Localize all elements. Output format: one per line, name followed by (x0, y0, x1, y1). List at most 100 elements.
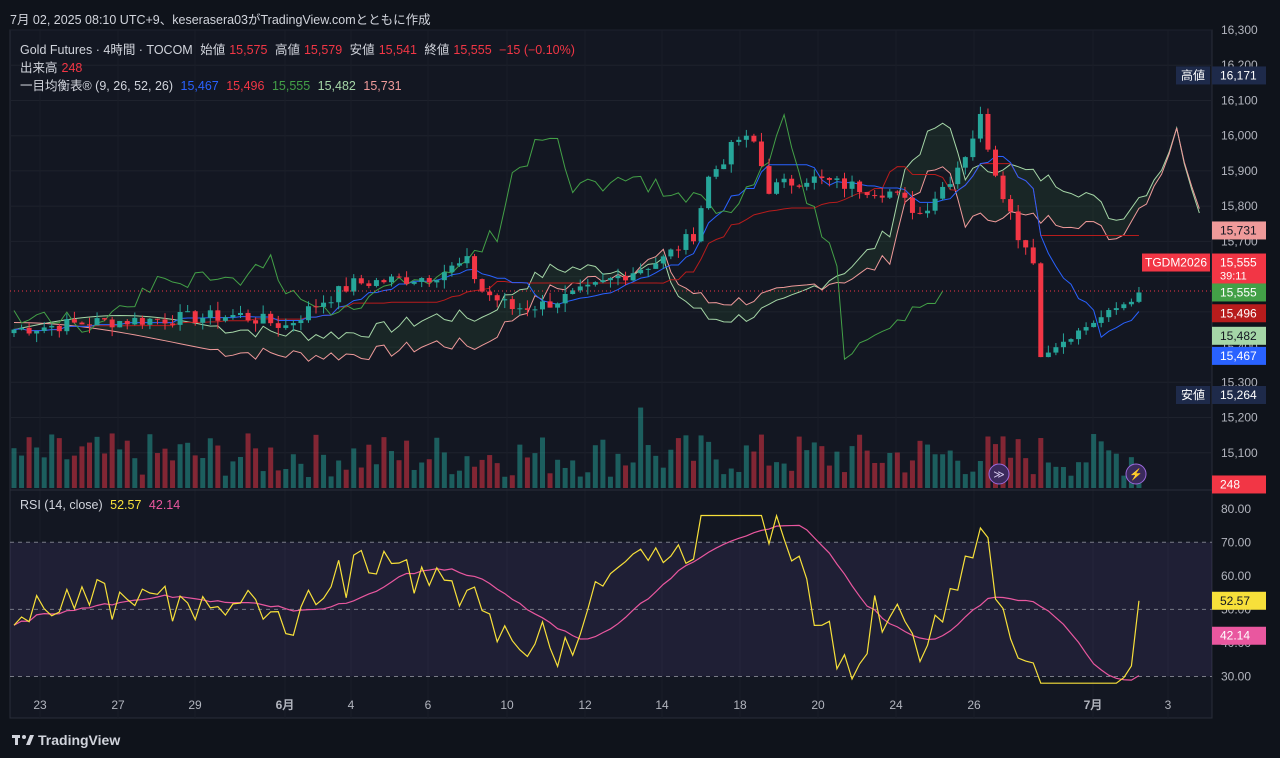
candle (517, 303, 523, 316)
volume-bar (1008, 457, 1014, 488)
candle (313, 299, 319, 314)
candle-body (517, 308, 523, 310)
candle (849, 175, 855, 198)
candle-body (879, 195, 885, 198)
volume-tag: 248 (1220, 477, 1240, 491)
price-tick-label: 16,300 (1221, 23, 1258, 37)
price-tick-label: 15,900 (1221, 164, 1258, 178)
candle-body (909, 197, 915, 213)
volume-bar (117, 449, 123, 488)
candle (774, 178, 780, 195)
volume-bar (49, 434, 55, 488)
candle-body (494, 295, 500, 301)
candle (132, 312, 138, 326)
volume-bar (192, 455, 198, 488)
rsi-line (13, 513, 1140, 684)
volume-bar (154, 453, 160, 488)
candle (94, 312, 100, 326)
candle (947, 176, 953, 190)
high-price-tag-name: 高値 (1181, 67, 1205, 82)
forward-icon[interactable] (988, 463, 1010, 485)
volume-bar (713, 459, 719, 488)
candle-body (132, 317, 138, 325)
candle (638, 263, 644, 275)
candle-body (623, 275, 629, 281)
candle-body (766, 166, 772, 194)
candle (298, 315, 304, 331)
volume-bar (479, 459, 485, 488)
candle (358, 274, 364, 285)
legend-high: 15,579 (303, 43, 343, 57)
candlesticks (11, 106, 1142, 358)
candle-body (811, 176, 817, 183)
rsi-tick-label: 70.00 (1221, 535, 1251, 549)
candle-body (351, 278, 357, 292)
candle-body (298, 320, 304, 324)
volume-bar (87, 442, 92, 488)
candle (441, 264, 447, 289)
candle-body (268, 313, 274, 324)
candle (909, 190, 915, 220)
candle-body (260, 313, 266, 324)
candle-body (404, 277, 410, 284)
candle-body (758, 141, 764, 167)
candle-body (683, 234, 689, 250)
volume-bar (351, 448, 357, 488)
candle (396, 273, 402, 279)
lightning-icon[interactable] (1125, 463, 1147, 485)
candle-body (1030, 247, 1036, 264)
candle-body (743, 135, 749, 140)
candle (962, 156, 968, 175)
volume-bar (774, 462, 780, 488)
chikou-price-tag-bg (1212, 283, 1266, 302)
time-tick-label: 12 (578, 698, 592, 712)
volume-tag-bg (1212, 475, 1266, 494)
kijun-price-tag-bg (1212, 304, 1266, 323)
volume-bar (26, 437, 32, 488)
volume-bar (917, 440, 923, 488)
candle (1098, 310, 1104, 328)
candle (434, 279, 440, 288)
time-tick-label: 24 (889, 698, 903, 712)
candle-body (894, 191, 900, 193)
volume-bar (260, 471, 266, 488)
volume-bar (615, 453, 621, 488)
tenkan-price-tag-bg (1212, 346, 1266, 365)
candle (479, 278, 485, 293)
candle (970, 130, 976, 161)
volume-bar (373, 464, 379, 488)
volume-bar (502, 476, 508, 488)
volume-bar (389, 451, 394, 488)
candle-body (1008, 199, 1014, 212)
candle-body (373, 280, 379, 286)
volume-bar (570, 460, 576, 488)
volume-bar (607, 476, 613, 488)
candle-body (577, 286, 583, 291)
rsi-tick-label: 80.00 (1221, 502, 1251, 516)
candle (283, 318, 289, 330)
volume-bar (19, 455, 25, 488)
candle (192, 310, 198, 326)
tradingview-brand-label: TradingView (38, 732, 121, 748)
last-price-tag: 15,555 (1220, 256, 1257, 270)
volume-bar (562, 467, 568, 488)
volume-bar (64, 459, 70, 488)
candle-body (1015, 211, 1021, 241)
candle (87, 317, 92, 334)
tradingview-brand[interactable]: TradingView (12, 732, 120, 748)
candle-body (117, 321, 123, 328)
candle (1060, 333, 1066, 354)
candle (366, 280, 372, 289)
price-tick-label: 16,100 (1221, 93, 1258, 107)
candle (917, 206, 923, 215)
volume-bar (540, 437, 545, 488)
candle (615, 268, 621, 286)
candle (502, 292, 508, 309)
candle-body (162, 319, 168, 324)
volume-bar (555, 459, 561, 488)
candle (170, 315, 176, 328)
candle-body (607, 278, 613, 281)
